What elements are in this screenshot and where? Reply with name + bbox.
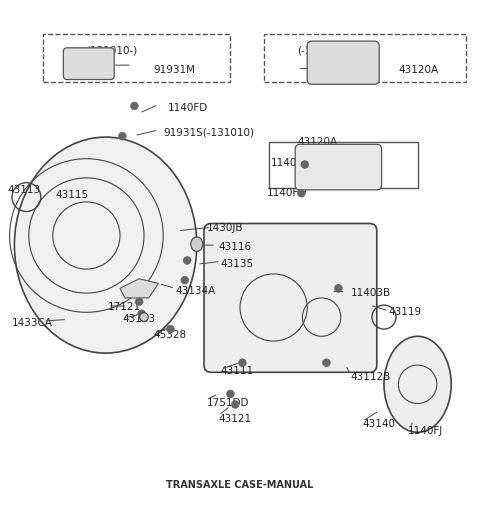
Text: 21825B: 21825B	[331, 158, 372, 169]
Text: 43123: 43123	[122, 315, 156, 324]
Text: 1433CA: 1433CA	[12, 318, 53, 328]
Polygon shape	[120, 279, 158, 298]
Text: 43116: 43116	[218, 242, 252, 253]
FancyBboxPatch shape	[63, 48, 114, 79]
Text: 1140EJ: 1140EJ	[271, 158, 307, 169]
Ellipse shape	[384, 336, 451, 432]
Text: 91931M: 91931M	[154, 65, 196, 75]
Bar	[269, 142, 418, 188]
Circle shape	[227, 390, 234, 398]
Circle shape	[239, 359, 246, 366]
Text: 43111: 43111	[221, 366, 254, 376]
Text: 43112B: 43112B	[350, 372, 391, 382]
Ellipse shape	[140, 313, 148, 321]
Text: 17121: 17121	[108, 303, 141, 312]
Text: TRANSAXLE CASE-MANUAL: TRANSAXLE CASE-MANUAL	[166, 480, 314, 490]
Text: 43115: 43115	[55, 190, 88, 200]
Circle shape	[181, 276, 189, 284]
Ellipse shape	[14, 137, 197, 353]
Circle shape	[193, 239, 201, 247]
Circle shape	[119, 132, 126, 140]
Text: 91931S(-131010): 91931S(-131010)	[163, 127, 254, 138]
Circle shape	[167, 325, 174, 333]
Text: 43134A: 43134A	[175, 285, 216, 296]
FancyBboxPatch shape	[204, 224, 377, 372]
Ellipse shape	[191, 237, 203, 251]
Text: 43120A: 43120A	[298, 137, 338, 147]
Text: 1140FD: 1140FD	[168, 103, 208, 113]
Bar	[43, 34, 230, 82]
Circle shape	[131, 102, 138, 110]
Text: 1430JB: 1430JB	[206, 223, 243, 234]
Text: 1140HV: 1140HV	[266, 188, 308, 198]
Circle shape	[183, 256, 191, 264]
FancyBboxPatch shape	[307, 41, 379, 84]
Text: 45328: 45328	[154, 330, 187, 340]
Text: 1140FJ: 1140FJ	[408, 426, 443, 436]
Text: 11403B: 11403B	[350, 288, 391, 298]
Text: 1751DD: 1751DD	[206, 398, 249, 407]
Circle shape	[301, 160, 309, 168]
Circle shape	[231, 401, 239, 408]
Text: 43113: 43113	[7, 185, 40, 195]
Circle shape	[135, 298, 143, 306]
Text: 43135: 43135	[221, 260, 254, 269]
Text: 43140: 43140	[362, 419, 396, 429]
Circle shape	[323, 359, 330, 366]
Circle shape	[138, 310, 145, 318]
Circle shape	[335, 284, 342, 292]
FancyBboxPatch shape	[295, 144, 382, 190]
Text: 43120A: 43120A	[398, 65, 439, 75]
Text: 43121: 43121	[218, 414, 252, 424]
Circle shape	[298, 189, 305, 197]
Bar	[264, 34, 466, 82]
Text: (131010-): (131010-)	[86, 46, 138, 56]
Text: 43119: 43119	[389, 307, 422, 317]
Text: (-120718): (-120718)	[298, 46, 349, 56]
